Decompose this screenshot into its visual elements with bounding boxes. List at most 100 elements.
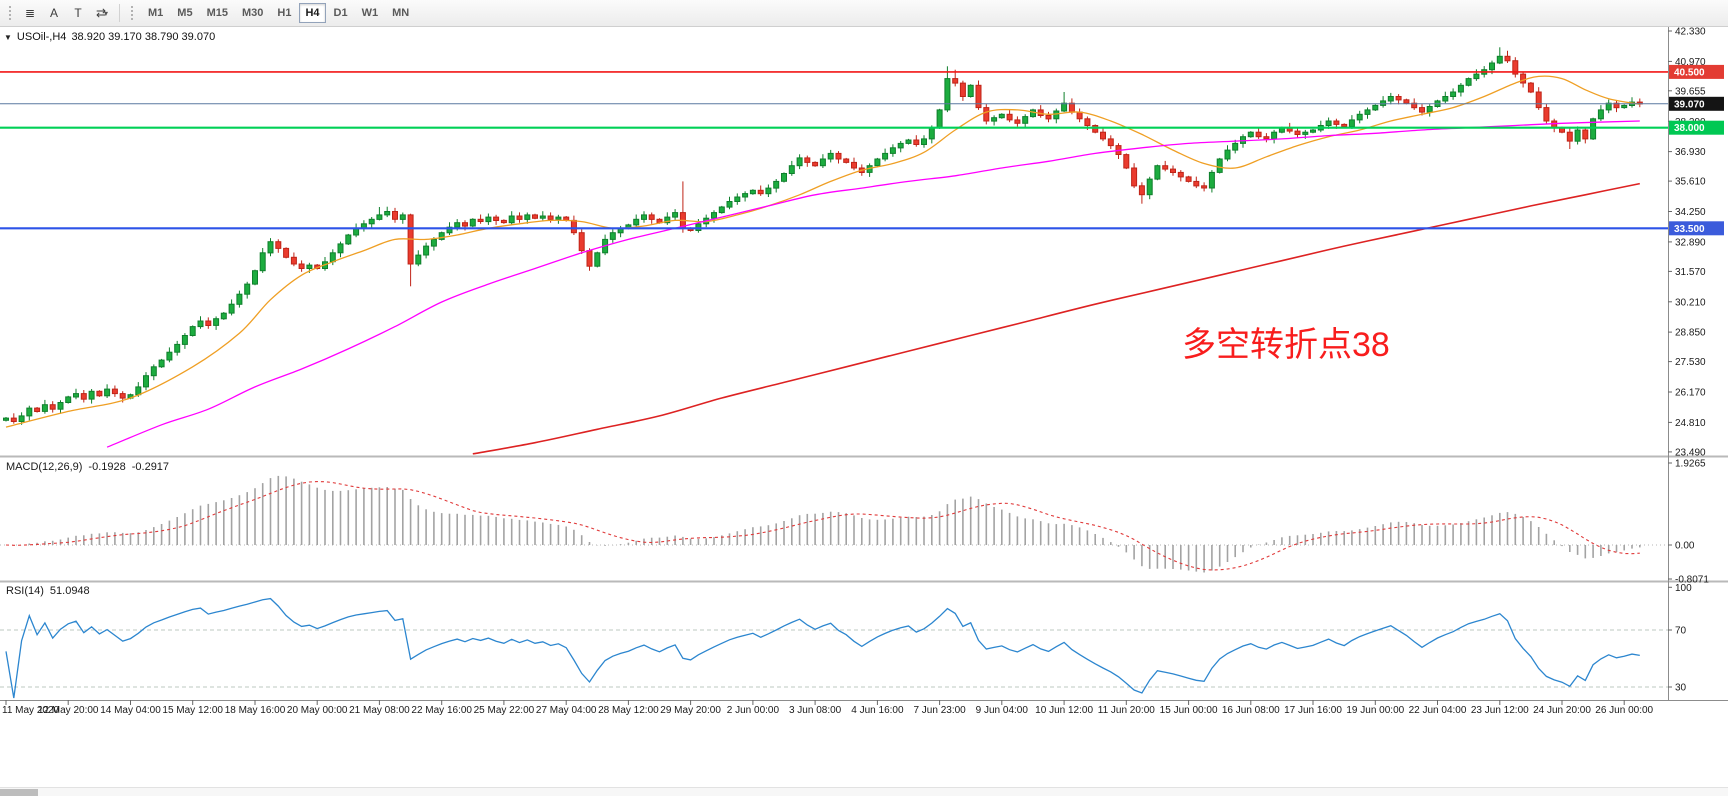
svg-text:4 Jun 16:00: 4 Jun 16:00 <box>851 705 904 716</box>
moving-averages-layer <box>5 75 1640 455</box>
price-axis[interactable]: 42.33040.97039.65538.29036.93035.61034.2… <box>1668 27 1724 459</box>
svg-text:24.810: 24.810 <box>1675 418 1706 429</box>
macd-value-main: -0.1928 <box>88 461 126 473</box>
svg-text:19 Jun 00:00: 19 Jun 00:00 <box>1346 705 1404 716</box>
hline-objects-layer[interactable] <box>0 71 1668 230</box>
timeframe-m1-button[interactable]: M1 <box>142 3 169 23</box>
svg-text:24 Jun 20:00: 24 Jun 20:00 <box>1533 705 1591 716</box>
svg-text:20 May 00:00: 20 May 00:00 <box>287 705 348 716</box>
svg-text:33.500: 33.500 <box>1674 224 1705 235</box>
svg-text:3 Jun 08:00: 3 Jun 08:00 <box>789 705 842 716</box>
svg-text:27.530: 27.530 <box>1675 357 1706 368</box>
macd-label: MACD(12,26,9) <box>6 461 83 473</box>
symbol-label: USOil-,H4 <box>16 31 67 43</box>
line-studies-icon[interactable]: ≣ <box>19 3 41 24</box>
timeframe-h4-button[interactable]: H4 <box>299 3 326 23</box>
text-frame-icon[interactable]: T <box>67 3 89 24</box>
svg-text:40.500: 40.500 <box>1674 67 1705 78</box>
ma-medium-magenta <box>106 120 1640 448</box>
svg-text:15 Jun 00:00: 15 Jun 00:00 <box>1160 705 1218 716</box>
svg-text:18 May 16:00: 18 May 16:00 <box>225 705 286 716</box>
chart-text-annotation[interactable]: 多空转折点38 <box>1182 326 1390 364</box>
svg-text:9 Jun 04:00: 9 Jun 04:00 <box>976 705 1029 716</box>
svg-text:22 May 16:00: 22 May 16:00 <box>411 705 472 716</box>
svg-text:30: 30 <box>1675 683 1687 694</box>
svg-text:1.9265: 1.9265 <box>1675 459 1706 470</box>
scrollbar-thumb[interactable] <box>0 789 38 796</box>
svg-text:34.250: 34.250 <box>1675 207 1706 218</box>
svg-text:70: 70 <box>1675 626 1687 637</box>
timeframe-h1-button[interactable]: H1 <box>271 3 297 23</box>
symbol-ohlc-line: ▼ USOil-,H4 38.920 39.170 38.790 39.070 <box>4 31 215 43</box>
panel-separators[interactable] <box>0 27 1728 701</box>
rsi-panel[interactable] <box>0 597 1668 699</box>
svg-text:100: 100 <box>1675 583 1692 594</box>
svg-text:11 May 2020: 11 May 2020 <box>2 705 60 716</box>
timeframe-mn-button[interactable]: MN <box>386 3 415 23</box>
svg-text:31.570: 31.570 <box>1675 267 1706 278</box>
svg-text:22 Jun 04:00: 22 Jun 04:00 <box>1409 705 1467 716</box>
svg-text:30.210: 30.210 <box>1675 297 1706 308</box>
arrow-objects-icon[interactable]: ⇄ ▾ <box>91 3 113 24</box>
toolbar-grip-2[interactable] <box>130 5 135 21</box>
timeframe-w1-button[interactable]: W1 <box>356 3 385 23</box>
svg-text:2 Jun 00:00: 2 Jun 00:00 <box>727 705 780 716</box>
timeframe-d1-button[interactable]: D1 <box>328 3 354 23</box>
svg-text:38.000: 38.000 <box>1674 123 1705 134</box>
svg-text:26 Jun 00:00: 26 Jun 00:00 <box>1595 705 1653 716</box>
macd-signal-line <box>5 481 1640 571</box>
timeframe-m30-button[interactable]: M30 <box>236 3 269 23</box>
line-studies-toolbar: ≣ A T ⇄ ▾ <box>19 3 113 24</box>
svg-text:35.610: 35.610 <box>1675 177 1706 188</box>
svg-text:12 May 20:00: 12 May 20:00 <box>38 705 99 716</box>
timeframe-m5-button[interactable]: M5 <box>171 3 198 23</box>
rsi-line <box>5 597 1640 699</box>
top-toolbar: ≣ A T ⇄ ▾ M1 M5 M15 M30 H1 H4 D1 W1 MN <box>0 0 1728 27</box>
ohlc-values: 38.920 39.170 38.790 39.070 <box>71 31 216 43</box>
svg-text:0.00: 0.00 <box>1675 541 1695 552</box>
ma-slow-red <box>472 182 1640 455</box>
svg-text:42.330: 42.330 <box>1675 27 1706 38</box>
svg-text:23 Jun 12:00: 23 Jun 12:00 <box>1471 705 1529 716</box>
macd-panel[interactable] <box>0 475 1668 573</box>
svg-text:40.970: 40.970 <box>1675 57 1706 68</box>
rsi-label: RSI(14) <box>6 585 44 597</box>
svg-text:7 Jun 23:00: 7 Jun 23:00 <box>913 705 966 716</box>
chart-collapse-icon[interactable]: ▼ <box>4 32 12 42</box>
svg-text:10 Jun 12:00: 10 Jun 12:00 <box>1035 705 1093 716</box>
rsi-axis[interactable]: 100 70 30 <box>1668 583 1692 694</box>
toolbar-separator <box>119 4 120 22</box>
svg-text:27 May 04:00: 27 May 04:00 <box>536 705 597 716</box>
horizontal-scrollbar[interactable] <box>0 787 1728 796</box>
svg-text:-0.8071: -0.8071 <box>1675 575 1709 586</box>
macd-title: MACD(12,26,9) -0.1928 -0.2917 <box>6 461 169 473</box>
timeframe-m15-button[interactable]: M15 <box>201 3 234 23</box>
svg-text:39.070: 39.070 <box>1674 99 1705 110</box>
svg-text:15 May 12:00: 15 May 12:00 <box>162 705 223 716</box>
rsi-title: RSI(14) 51.0948 <box>6 585 90 597</box>
macd-axis[interactable]: 1.9265 0.00 -0.8071 <box>1668 459 1709 586</box>
svg-text:11 Jun 20:00: 11 Jun 20:00 <box>1098 705 1156 716</box>
svg-text:36.930: 36.930 <box>1675 147 1706 158</box>
svg-text:17 Jun 16:00: 17 Jun 16:00 <box>1284 705 1342 716</box>
svg-text:16 Jun 08:00: 16 Jun 08:00 <box>1222 705 1280 716</box>
svg-text:39.655: 39.655 <box>1675 86 1706 97</box>
svg-text:21 May 08:00: 21 May 08:00 <box>349 705 410 716</box>
svg-text:28 May 12:00: 28 May 12:00 <box>598 705 659 716</box>
dropdown-caret-icon[interactable]: ▾ <box>104 8 109 18</box>
rsi-value: 51.0948 <box>49 585 90 597</box>
svg-text:25 May 22:00: 25 May 22:00 <box>474 705 535 716</box>
ma-fast-orange <box>5 75 1640 428</box>
text-label-icon[interactable]: A <box>43 3 65 24</box>
toolbar-grip[interactable] <box>8 5 13 21</box>
svg-text:26.170: 26.170 <box>1675 388 1706 399</box>
candles-layer[interactable] <box>3 47 1643 425</box>
svg-text:32.890: 32.890 <box>1675 237 1706 248</box>
svg-text:14 May 04:00: 14 May 04:00 <box>100 705 161 716</box>
svg-text:28.850: 28.850 <box>1675 328 1706 339</box>
svg-text:23.490: 23.490 <box>1675 447 1706 458</box>
macd-value-signal: -0.2917 <box>131 461 170 473</box>
